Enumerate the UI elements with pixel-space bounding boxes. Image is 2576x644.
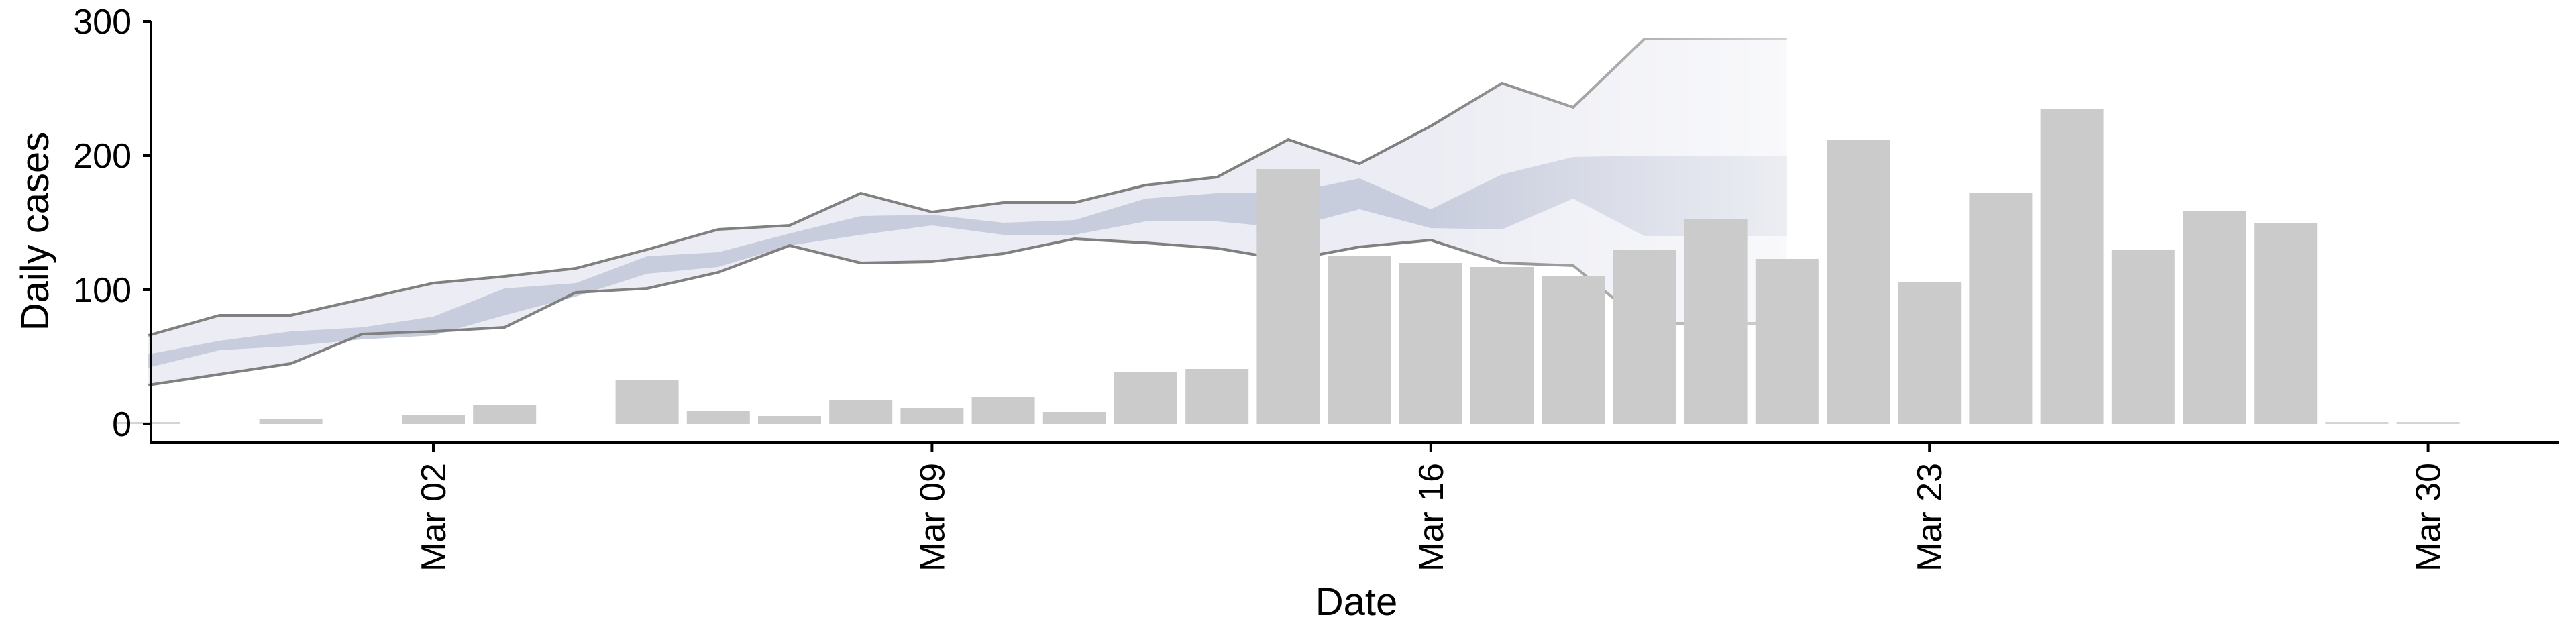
bar-mar-9 [900, 408, 964, 424]
upper-bound-line [148, 38, 1787, 337]
bar-mar-11 [1042, 412, 1106, 424]
bar-mar-29 [2325, 422, 2389, 424]
bar-mar-2 [402, 415, 465, 424]
y-tick-label-0: 0 [112, 405, 131, 444]
y-ticks: 0 100 200 300 [73, 3, 151, 444]
bar-mar-13 [1185, 369, 1249, 424]
bar-mar-26 [2111, 250, 2175, 424]
bar-mar-8 [829, 400, 893, 424]
bar-mar-21 [1755, 259, 1819, 424]
x-tick-label-23: Mar 23 [1911, 463, 1949, 572]
lower-bound-line [148, 237, 1787, 386]
bar-mar-23 [1898, 282, 1962, 424]
x-axis-title: Date [1316, 580, 1398, 624]
x-tick-label-9: Mar 09 [913, 463, 952, 572]
x-ticks: Mar 02 Mar 09 Mar 16 Mar 23 Mar 30 [415, 443, 2449, 572]
axis-layer [150, 21, 2559, 444]
bar-mar-7 [758, 416, 821, 424]
bar-mar-19 [1613, 250, 1676, 424]
inner-credible-band [148, 156, 1787, 368]
bar-mar-17 [1470, 267, 1534, 424]
bar-mar-30 [2396, 422, 2460, 424]
bar-mar-24 [1969, 193, 2033, 424]
x-tick-label-30: Mar 30 [2410, 463, 2449, 572]
bar-mar-0 [259, 419, 323, 424]
bar-mar-5 [615, 380, 679, 424]
estimate-band-layer [148, 38, 1787, 386]
bar-mar-27 [2183, 211, 2246, 424]
y-tick-label-100: 100 [73, 271, 131, 310]
y-tick-label-300: 300 [73, 3, 131, 42]
bar-layer [117, 109, 2460, 424]
y-axis-title: Daily cases [13, 132, 57, 331]
bar-mar-15 [1328, 256, 1391, 424]
x-tick-label-16: Mar 16 [1412, 463, 1451, 572]
bar-mar-3 [473, 405, 537, 424]
x-tick-label-2: Mar 02 [415, 463, 453, 572]
bar-mar-6 [686, 411, 750, 424]
bar-mar-10 [971, 397, 1035, 424]
bar-mar-16 [1399, 263, 1462, 424]
y-tick-label-200: 200 [73, 137, 131, 176]
bar-mar-20 [1684, 219, 1748, 424]
bar-mar-14 [1256, 169, 1320, 424]
bar-mar-12 [1114, 372, 1177, 424]
bar-mar-28 [2254, 223, 2318, 424]
bar-mar-25 [2040, 109, 2104, 424]
bar-mar-22 [1827, 140, 1890, 424]
bar-mar-18 [1542, 276, 1605, 424]
